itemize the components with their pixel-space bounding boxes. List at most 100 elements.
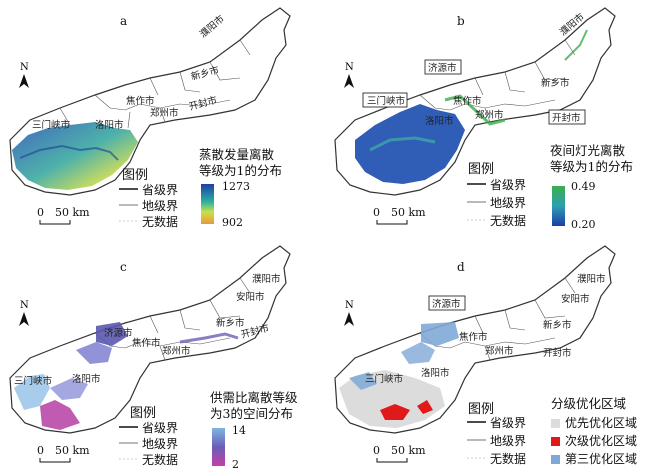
city-label: 焦作市 [459,331,488,343]
legend-item-prefecture: 地级界 [142,199,179,213]
north-label: N [20,300,29,311]
city-label: 濮阳市 [252,273,281,285]
category-label: 优先优化区域 [565,416,638,430]
city-label: 郑州市 [150,107,179,119]
city-label: 焦作市 [453,95,482,107]
city-label: 濮阳市 [197,12,227,40]
scale-label: 50 km [55,444,90,457]
panel-a: 濮阳市 新乡市 焦作市 郑州市 开封市 三门峡市 洛阳市 N a 图例 省级界 … [0,0,325,238]
city-label: 新乡市 [541,77,570,89]
scale-bar [376,458,408,463]
city-label: 安阳市 [236,291,265,303]
colorbar-max: 14 [232,424,246,437]
city-label: 洛阳市 [72,373,101,385]
legend-item-prefecture: 地级界 [490,196,527,210]
city-label: 三门峡市 [14,375,53,387]
colorbar-min: 0.20 [571,218,596,231]
scale-label: 50 km [391,206,426,219]
city-label: 洛阳市 [421,367,450,379]
colorbar [201,184,214,224]
map-d: 濮阳市 安阳市 新乡市 焦作市 郑州市 开封市 三门峡市 洛阳市 济源市 N [334,245,616,463]
city-label: 焦作市 [132,337,161,349]
panel-b: 濮阳市 新乡市 焦作市 郑州市 洛阳市 济源市 三门峡市 开封市 N b 图例 … [325,0,650,238]
panel-letter: b [457,14,465,28]
city-label: 安阳市 [561,293,590,305]
city-label: 济源市 [104,327,133,339]
category-swatch [551,419,560,428]
legend-item-nodata: 无数据 [142,453,179,467]
legend-item-province: 省级界 [490,178,527,192]
boxed-city-label: 济源市 [428,62,457,74]
legend-item-province: 省级界 [490,416,527,430]
scale-bar [39,220,71,225]
city-label: 郑州市 [162,345,191,357]
north-label: N [20,62,29,73]
map-c: 濮阳市 安阳市 济源市 新乡市 焦作市 郑州市 开封市 三门峡市 洛阳市 N [9,245,291,466]
colorbar [552,186,565,226]
colorbar-title-line2: 等级为1的分布 [199,163,282,178]
map-a: 濮阳市 新乡市 焦作市 郑州市 开封市 三门峡市 洛阳市 N [9,7,291,225]
panel-letter: a [120,14,128,28]
category-title: 分级优化区域 [551,396,627,411]
boxed-city-label: 三门峡市 [367,95,406,107]
legend-title: 图例 [468,402,495,417]
legend-title: 图例 [122,168,149,183]
category-swatch [551,455,560,464]
north-label: N [345,62,354,73]
legend-item-prefecture: 地级界 [490,434,527,448]
scale-zero: 0 [373,444,380,457]
boxed-city-label: 济源市 [432,298,461,310]
colorbar-title-line1: 夜间灯光离散 [550,143,626,158]
city-label: 濮阳市 [577,273,606,285]
city-label: 新乡市 [543,319,572,331]
city-label: 郑州市 [485,345,514,357]
north-arrow-icon [19,74,29,88]
colorbar-max: 0.49 [571,180,596,193]
colorbar-max: 1273 [222,180,250,193]
panel-d: 濮阳市 安阳市 新乡市 焦作市 郑州市 开封市 三门峡市 洛阳市 济源市 N d… [325,238,650,476]
north-label: N [345,300,354,311]
boxed-city-label: 开封市 [552,112,581,124]
colorbar-title-line1: 供需比离散等级 [210,390,298,405]
panel-c: 濮阳市 安阳市 济源市 新乡市 焦作市 郑州市 开封市 三门峡市 洛阳市 N c… [0,238,325,476]
colorbar-min: 2 [232,458,239,471]
city-label: 洛阳市 [95,119,124,131]
scale-zero: 0 [37,444,44,457]
colorbar-title-line1: 蒸散发量离散 [199,147,275,162]
north-arrow-icon [344,312,354,326]
category-item: 次级优化区域 [551,432,637,449]
panel-letter: c [120,260,127,274]
legend-item-nodata: 无数据 [142,215,179,229]
legend-item-nodata: 无数据 [490,214,527,228]
scale-label: 50 km [55,206,90,219]
legend-item-province: 省级界 [142,183,179,197]
north-arrow-icon [344,74,354,88]
colorbar-title-line2: 等级为1的分布 [550,159,633,174]
scale-bar [39,458,71,463]
city-label: 开封市 [543,347,572,359]
colorbar-title-line2: 为3的空间分布 [210,406,293,421]
legend-item-nodata: 无数据 [490,452,527,466]
legend-title: 图例 [130,406,157,421]
city-label: 焦作市 [126,95,155,107]
map-b: 濮阳市 新乡市 焦作市 郑州市 洛阳市 济源市 三门峡市 开封市 N [334,7,616,226]
north-arrow-icon [19,312,29,326]
city-label: 三门峡市 [365,373,404,385]
legend-item-province: 省级界 [142,421,179,435]
scale-zero: 0 [37,206,44,219]
scale-label: 50 km [391,444,426,457]
scale-bar [376,220,408,225]
legend-title: 图例 [468,162,495,177]
category-item: 优先优化区域 [551,414,637,431]
panel-letter: d [457,260,465,274]
category-label: 次级优化区域 [565,434,638,448]
colorbar [212,428,225,466]
city-label: 新乡市 [216,317,245,329]
colorbar-min: 902 [222,216,243,229]
scale-zero: 0 [373,206,380,219]
category-label: 第三优化区域 [565,452,638,466]
city-label: 郑州市 [475,109,504,121]
legend-item-prefecture: 地级界 [142,437,179,451]
city-label: 洛阳市 [425,115,454,127]
category-item: 第三优化区域 [551,450,637,467]
